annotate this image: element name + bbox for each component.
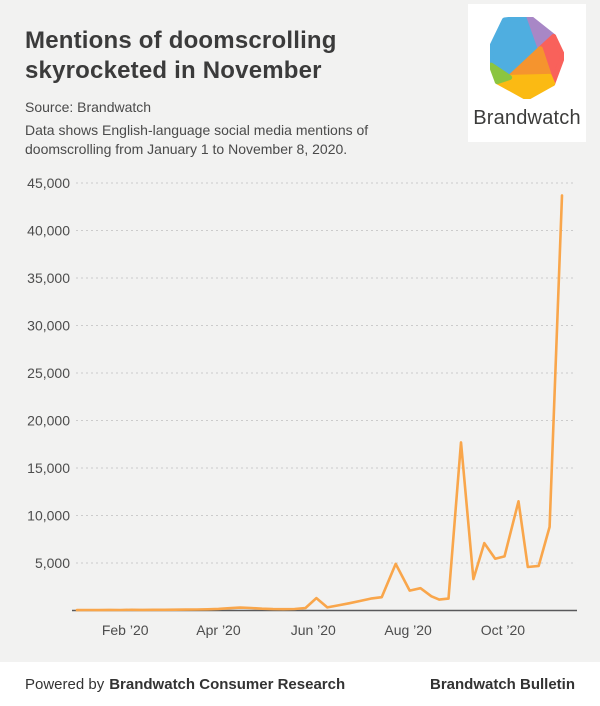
x-axis-label: Jun ’20 — [291, 622, 336, 638]
footer-bulletin-label: Brandwatch Bulletin — [429, 675, 575, 693]
page-title: Mentions of doomscrolling skyrocketed in… — [25, 27, 337, 84]
y-axis-label: 25,000 — [27, 365, 70, 381]
brandwatch-gem-icon — [490, 17, 564, 99]
y-axis-label: 45,000 — [27, 175, 70, 191]
x-axis-label: Apr ’20 — [196, 622, 241, 638]
y-axis-label: 5,000 — [35, 555, 70, 571]
chart-area: 5,000 10,000 15,000 20,000 25,000 30,000 35,00… — [0, 165, 600, 645]
brandwatch-wordmark: Brandwatch — [473, 107, 581, 129]
x-axis-label: Aug ’20 — [384, 622, 432, 638]
footer-powered-by: Powered by Brandwatch Consumer Research — [25, 676, 345, 693]
y-axis-label: 20,000 — [27, 413, 70, 429]
mentions-chart: 5,000 10,000 15,000 20,000 25,000 30,000 35,00… — [27, 175, 577, 638]
source-note: Source: Brandwatch — [25, 99, 152, 115]
brandwatch-logo-card: Brandwatch — [468, 4, 586, 142]
x-axis-label: Oct ’20 — [481, 622, 526, 638]
x-axis-label: Feb ’20 — [102, 622, 149, 638]
header: Mentions of doomscrolling skyrocketed in… — [25, 0, 600, 157]
y-axis-label: 40,000 — [27, 223, 70, 239]
gem-facet-green — [490, 62, 513, 85]
powered-by-label: Powered by — [25, 675, 105, 693]
y-axis-label: 10,000 — [27, 508, 70, 524]
powered-by-org: Brandwatch Consumer Research — [109, 675, 346, 693]
chart-description: Data shows English-language social media… — [25, 122, 369, 157]
y-axis-label: 15,000 — [27, 460, 70, 476]
y-axis-label: 35,000 — [27, 270, 70, 286]
footer: Powered by Brandwatch Consumer Research … — [0, 662, 600, 706]
y-axis-label: 30,000 — [27, 318, 70, 334]
mentions-line-series — [75, 194, 564, 612]
